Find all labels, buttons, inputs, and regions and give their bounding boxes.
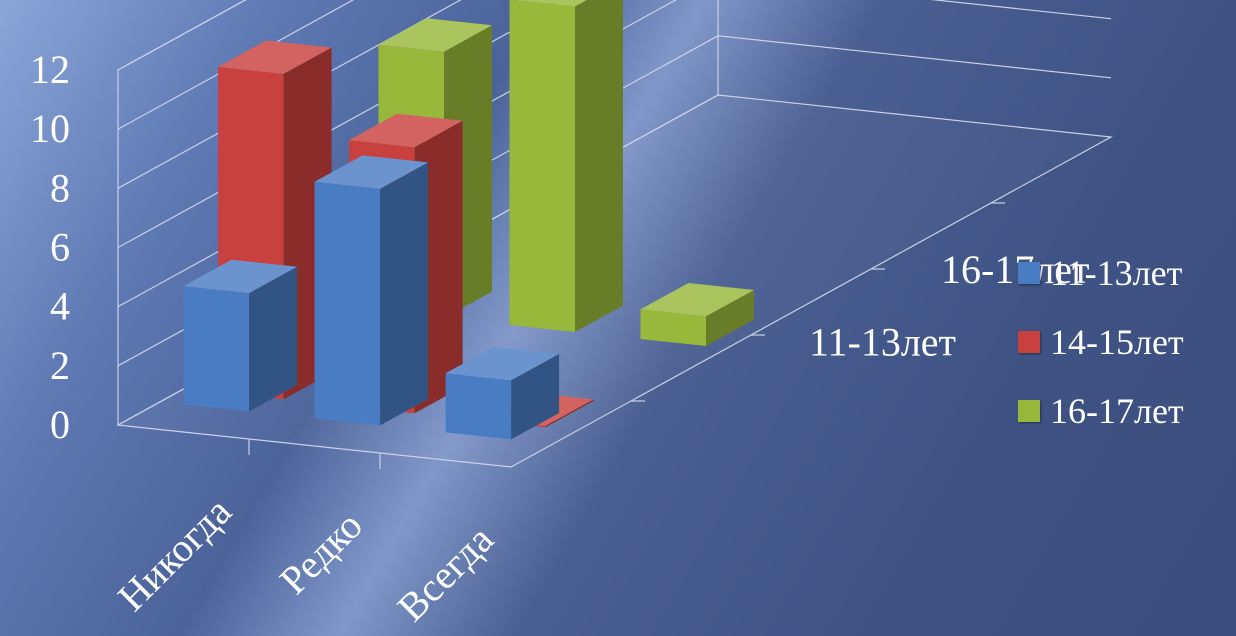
bar-16-17лет-всегда-front: [640, 309, 706, 346]
bar-11-13лет-редко-side: [380, 162, 429, 426]
bar-11-13лет-никогда-front: [183, 286, 250, 412]
bar-16-17лет-никогда-top: [378, 18, 492, 52]
y-tick-label-4: 4: [50, 284, 70, 329]
legend-label-16-17: 16-17лет: [1050, 391, 1184, 431]
bar-14-15лет-всегда-side: [545, 399, 594, 428]
legend: 11-13лет 14-15лет 16-17лет: [1018, 255, 1184, 462]
y-tick-label-6: 6: [50, 225, 70, 270]
bar-11-13лет-всегда-top: [445, 346, 560, 381]
y-tick-label-10: 10: [30, 106, 70, 151]
bar-11-13лет-редко-front: [314, 181, 381, 426]
y-tick-label-2: 2: [50, 343, 70, 388]
y-tick-label-0: 0: [50, 402, 70, 447]
bar-11-13лет-всегда-side: [511, 353, 560, 440]
legend-label-14-15: 14-15лет: [1050, 322, 1184, 362]
bar-16-17лет-всегда-side: [706, 290, 754, 346]
category-label-всегда: Всегда: [389, 516, 502, 629]
y-tick-label-8: 8: [50, 165, 70, 210]
legend-item-14-15: 14-15лет: [1018, 324, 1184, 360]
bar-14-15лет-никогда-top: [218, 40, 332, 74]
legend-swatch-11-13: [1018, 262, 1040, 284]
bar-11-13лет-редко-top: [314, 155, 429, 189]
bar-16-17лет-редко-top: [514, 0, 587, 7]
bar-16-17лет-всегда: [640, 283, 754, 346]
legend-item-16-17: 16-17лет: [1018, 393, 1184, 429]
bar-16-17лет-всегда-top: [640, 283, 754, 317]
legend-item-11-13: 11-13лет: [1018, 255, 1184, 291]
category-label-редко: Редко: [271, 503, 371, 603]
bar-16-17лет-редко: [509, 0, 623, 332]
legend-swatch-16-17: [1018, 400, 1040, 422]
category-label-никогда: Никогда: [109, 488, 240, 619]
legend-swatch-14-15: [1018, 331, 1040, 353]
y-tick-label-12: 12: [30, 47, 70, 92]
bar-11-13лет-редко: [314, 155, 429, 426]
bar-11-13лет-никогда-top: [183, 259, 298, 294]
bar-11-13лет-никогда-side: [249, 266, 298, 412]
depth-label-11-13лет: 11-13лет: [809, 320, 956, 365]
bar-16-17лет-редко-side: [575, 0, 623, 332]
gridline-10: [117, 0, 355, 130]
depth-label-16-17лет: 16-17лет: [941, 247, 1090, 292]
bar-11-13лет-всегда: [445, 346, 560, 440]
bar-16-17лет-редко-front: [509, 0, 575, 332]
bar-14-15лет-редко-top: [349, 113, 463, 148]
bar-11-13лет-никогда: [183, 259, 298, 412]
bar-11-13лет-всегда-front: [445, 373, 512, 440]
legend-label-11-13: 11-13лет: [1050, 253, 1183, 293]
